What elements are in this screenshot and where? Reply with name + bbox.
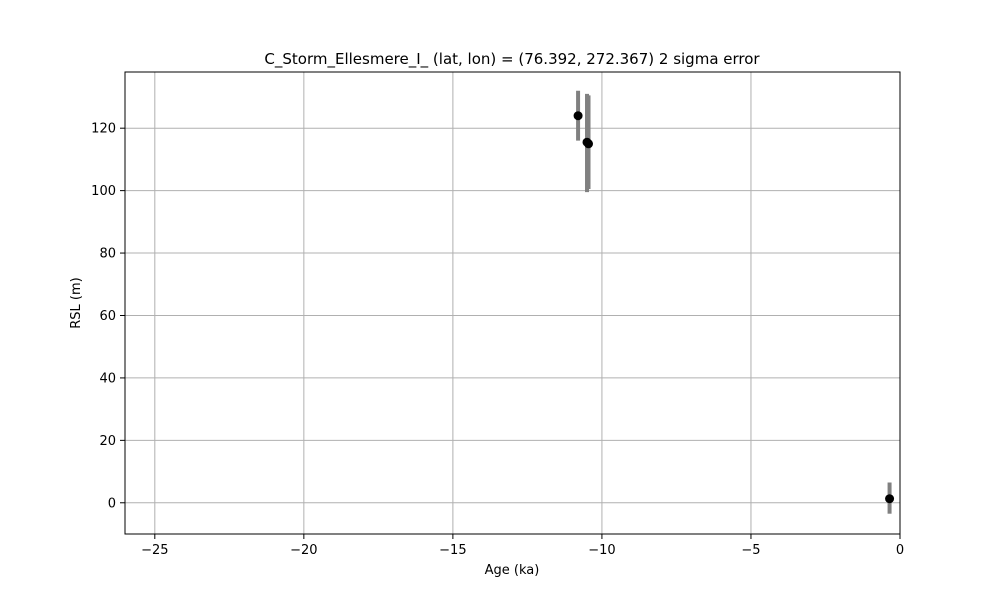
x-tick-label: −15 (439, 543, 466, 558)
x-tick-label: −25 (141, 543, 168, 558)
y-tick-label: 60 (99, 309, 116, 324)
chart-title: C_Storm_Ellesmere_I_ (lat, lon) = (76.39… (264, 50, 760, 69)
y-tick-label: 40 (99, 371, 116, 386)
y-axis-label: RSL (m) (69, 277, 84, 328)
plot-frame (124, 71, 901, 535)
y-tick-label: 80 (99, 247, 116, 262)
x-tick-label: −20 (290, 543, 317, 558)
y-tick-label: 0 (108, 496, 116, 511)
x-axis-label: Age (ka) (485, 563, 540, 578)
y-tick-label: 120 (91, 122, 116, 137)
y-tick-label: 20 (99, 434, 116, 449)
data-point (584, 139, 594, 149)
x-tick-label: −10 (588, 543, 615, 558)
y-tick-label: 100 (91, 184, 116, 199)
data-point (885, 494, 895, 504)
x-tick-label: −5 (741, 543, 760, 558)
series-layer (573, 90, 895, 514)
ticks-layer: −25 −20 −15 −10 −5 0 0 20 40 60 80 100 120 (91, 122, 904, 558)
data-point (573, 111, 583, 121)
x-tick-label: 0 (896, 543, 904, 558)
grid-layer (125, 72, 901, 534)
